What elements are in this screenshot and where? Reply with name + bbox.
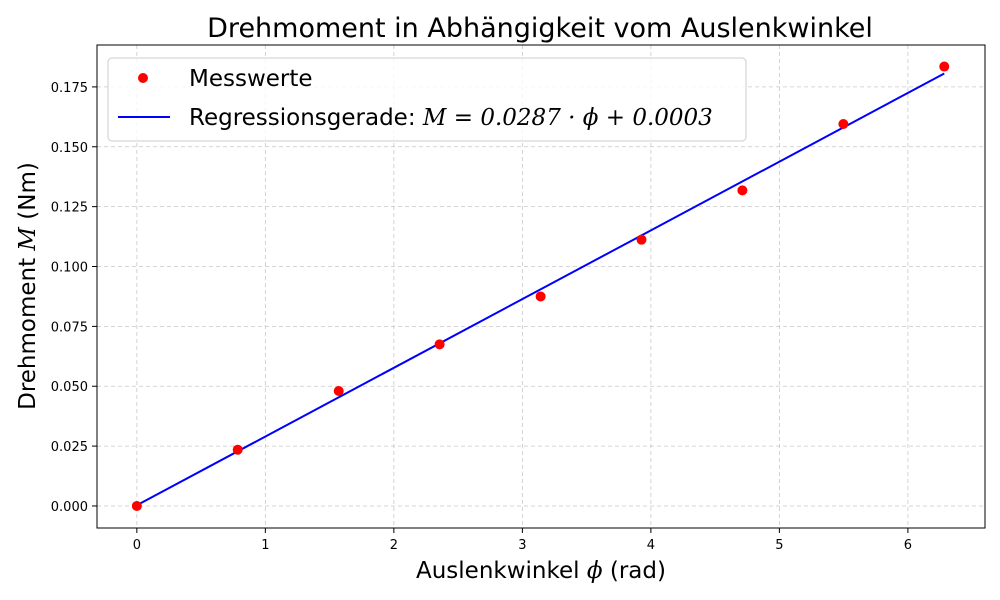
legend-label-regression-prefix: Regressionsgerade: [189,105,423,131]
x-axis-title: Auslenkwinkel ϕ (rad) [416,558,666,584]
measurement-point [434,339,445,350]
x-axis-title-prefix: Auslenkwinkel [416,558,587,584]
x-tick-label: 0 [133,538,141,553]
y-axis-title-prefix: Drehmoment [15,251,41,410]
y-axis: 0.000 0.025 0.050 0.075 0.100 0.125 0.150 0.175 [51,81,97,515]
measurement-point [939,61,950,72]
legend: Messwerte Regressionsgerade: M = 0.0287 … [107,57,747,142]
x-axis-title-suffix: (rad) [603,558,666,584]
regression-line [136,72,945,507]
legend-marker-measurements [138,73,148,83]
x-tick-label: 3 [518,538,526,553]
legend-label-regression-equation: M = 0.0287 · ϕ + 0.0003 [422,105,713,131]
x-axis-title-symbol: ϕ [587,558,603,584]
legend-label-measurements: Messwerte [189,66,313,92]
x-axis: 0 1 2 3 4 5 6 [133,528,912,553]
x-tick-label: 4 [647,538,655,553]
y-tick-label: 0.000 [51,500,88,515]
plot-area [96,44,986,529]
measurement-point [737,185,748,196]
measurement-point [333,386,344,397]
y-tick-label: 0.050 [51,380,88,395]
measurement-point [535,291,546,302]
legend-label-regression: Regressionsgerade: M = 0.0287 · ϕ + 0.00… [189,105,713,131]
y-axis-title-suffix: (Nm) [15,162,41,227]
y-tick-label: 0.100 [51,261,88,276]
x-tick-label: 2 [390,538,398,553]
y-tick-label: 0.025 [51,440,88,455]
measurement-points-series [131,61,950,511]
legend-box [107,57,747,142]
measurement-point [232,444,243,455]
y-tick-label: 0.150 [51,141,88,156]
x-tick-label: 6 [904,538,912,553]
measurement-point [636,234,647,245]
regression-line-series [136,72,945,507]
y-axis-title: Drehmoment M (Nm) [15,162,41,410]
y-axis-title-symbol: M [15,226,41,252]
measurement-point [838,119,849,130]
x-tick-label: 5 [775,538,783,553]
y-tick-label: 0.175 [51,81,88,96]
y-tick-label: 0.075 [51,320,88,335]
measurement-point [131,500,142,511]
x-tick-label: 1 [261,538,269,553]
chart-title: Drehmoment in Abhängigkeit vom Auslenkwi… [207,13,873,44]
y-tick-label: 0.125 [51,201,88,216]
